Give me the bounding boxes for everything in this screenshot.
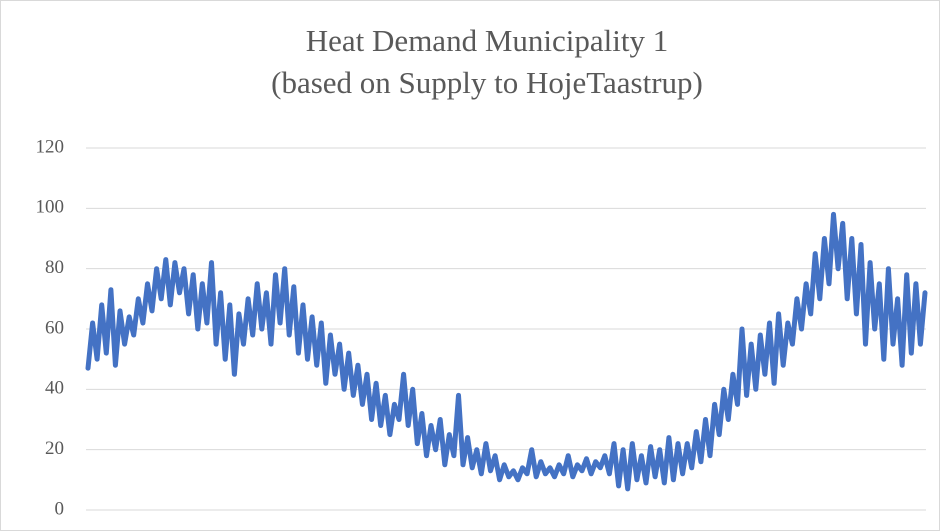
chart-subtitle: (based on Supply to HojeTaastrup) [271,65,703,100]
data-line [85,211,928,492]
y-tick-label: 0 [55,498,65,519]
y-tick-label: 60 [45,317,64,338]
y-tick-label: 120 [36,136,65,157]
y-tick-label: 40 [45,378,64,399]
y-tick-label: 100 [36,197,65,218]
y-tick-label: 20 [45,438,64,459]
chart-title: Heat Demand Municipality 1 [306,23,668,58]
y-tick-label: 80 [45,257,64,278]
